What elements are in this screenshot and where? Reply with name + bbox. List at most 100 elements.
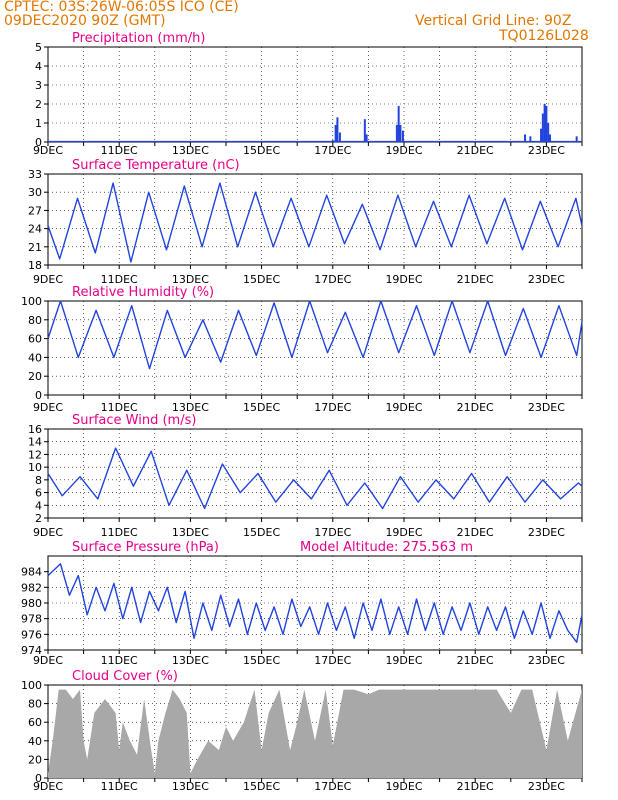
- cloud-ytick-label: 80: [28, 698, 42, 711]
- wind-xtick-label: 9DEC: [33, 526, 63, 539]
- pressure-ytick-label: 976: [21, 628, 42, 641]
- precip-bar: [524, 134, 527, 142]
- temperature-ytick-label: 18: [28, 259, 42, 272]
- humidity-xtick-label: 15DEC: [243, 401, 280, 414]
- wind-xtick-label: 11DEC: [101, 526, 138, 539]
- cloud-cover-area: [48, 689, 582, 778]
- cloud-xtick-label: 17DEC: [314, 780, 351, 793]
- cloud-xtick-label: 21DEC: [457, 780, 494, 793]
- cloud-ytick-label: 100: [21, 679, 42, 692]
- humidity-xtick-label: 17DEC: [314, 401, 351, 414]
- wind-ytick-label: 2: [35, 512, 42, 525]
- precip-bar: [397, 105, 400, 142]
- wind-series-line: [47, 447, 583, 510]
- station-header: CPTEC: 03S:26W-06:05S ICO (CE): [4, 0, 239, 15]
- precipitation-title: Precipitation (mm/h): [72, 31, 205, 46]
- cloud-title: Cloud Cover (%): [72, 669, 178, 684]
- cloud-xtick-label: 23DEC: [528, 780, 565, 793]
- wind-xtick-label: 23DEC: [528, 526, 565, 539]
- precipitation-xtick-label: 23DEC: [528, 144, 565, 157]
- humidity-ytick-label: 100: [21, 295, 42, 308]
- precip-bar: [395, 124, 398, 142]
- precipitation-frame: [47, 46, 583, 143]
- wind-ytick-label: 6: [35, 487, 42, 500]
- humidity-ytick-label: 40: [28, 351, 42, 364]
- precip-bar: [545, 105, 548, 142]
- precipitation-xtick-label: 19DEC: [385, 144, 422, 157]
- temperature-xtick-label: 11DEC: [101, 273, 138, 286]
- cloud-xtick-label: 9DEC: [33, 780, 63, 793]
- temperature-ytick-label: 33: [28, 168, 42, 181]
- cloud-ytick-label: 60: [28, 716, 42, 729]
- humidity-xtick-label: 13DEC: [172, 401, 209, 414]
- wind-ytick-label: 4: [35, 499, 42, 512]
- pressure-xtick-label: 15DEC: [243, 654, 280, 667]
- precip-bar: [365, 134, 368, 142]
- temperature-panel: 18 21 24 27 30 33 9DEC 11DEC 13DEC 15DEC 17DEC 19DE…: [28, 158, 583, 286]
- precip-bar: [548, 134, 551, 142]
- grid-line-header: Vertical Grid Line: 90Z: [415, 13, 572, 29]
- precipitation-xtick-label: 15DEC: [243, 144, 280, 157]
- pressure-xtick-label: 19DEC: [385, 654, 422, 667]
- cloud-ytick-label: 0: [35, 772, 42, 785]
- cloud-xtick-label: 19DEC: [385, 780, 422, 793]
- humidity-ytick-label: 60: [28, 333, 42, 346]
- wind-ytick-label: 16: [28, 423, 42, 436]
- temperature-ytick-label: 27: [28, 204, 42, 217]
- wind-title: Surface Wind (m/s): [72, 413, 196, 428]
- precip-bar: [338, 132, 341, 142]
- temperature-xtick-label: 21DEC: [457, 273, 494, 286]
- wind-xtick-label: 21DEC: [457, 526, 494, 539]
- humidity-xtick-label: 19DEC: [385, 401, 422, 414]
- pressure-xtick-label: 23DEC: [528, 654, 565, 667]
- humidity-series-line: [47, 300, 583, 370]
- precipitation-ytick-label: 3: [35, 79, 42, 92]
- precip-bar: [334, 124, 337, 142]
- pressure-ytick-label: 978: [21, 613, 42, 626]
- precipitation-ytick-label: 4: [35, 60, 42, 73]
- wind-ytick-label: 10: [28, 461, 42, 474]
- precip-bar: [541, 113, 544, 142]
- humidity-panel: 0 20 40 60 80 100 9DEC 11DEC 13DEC 15DEC 17DEC 19DE…: [21, 285, 583, 414]
- wind-xtick-label: 17DEC: [314, 526, 351, 539]
- cloud-panel: 0 20 40 60 80 100 9DEC 11DEC 13DEC 15DEC 17DEC 19DE…: [21, 669, 583, 793]
- precip-bar: [547, 123, 550, 142]
- precipitation-xtick-label: 13DEC: [172, 144, 209, 157]
- pressure-xtick-label: 9DEC: [33, 654, 63, 667]
- humidity-title: Relative Humidity (%): [72, 285, 214, 300]
- precipitation-xtick-label: 21DEC: [457, 144, 494, 157]
- cloud-xtick-label: 11DEC: [101, 780, 138, 793]
- humidity-xtick-label: 21DEC: [457, 401, 494, 414]
- wind-xtick-label: 19DEC: [385, 526, 422, 539]
- temperature-series-line: [47, 182, 583, 263]
- cloud-xtick-label: 15DEC: [243, 780, 280, 793]
- pressure-xtick-label: 21DEC: [457, 654, 494, 667]
- pressure-ytick-label: 980: [21, 597, 42, 610]
- humidity-xtick-label: 9DEC: [33, 401, 63, 414]
- humidity-frame: [47, 300, 583, 396]
- wind-ytick-label: 12: [28, 448, 42, 461]
- humidity-ytick-label: 0: [35, 389, 42, 402]
- precip-bar: [363, 119, 366, 142]
- pressure-series-line: [47, 563, 583, 643]
- precip-bar: [336, 117, 339, 142]
- precipitation-ytick-label: 5: [35, 41, 42, 54]
- cloud-ytick-label: 40: [28, 735, 42, 748]
- precip-bar: [401, 130, 404, 142]
- humidity-ytick-label: 80: [28, 314, 42, 327]
- precipitation-panel: 0 1 2 3 4 5 9DEC 11DEC 13DEC 15DEC 17DEC 19DEC 21DEC…: [33, 31, 583, 157]
- pressure-ytick-label: 984: [21, 566, 42, 579]
- grid-id-header: TQ0126L028: [499, 28, 589, 44]
- precipitation-ytick-label: 1: [35, 117, 42, 130]
- precipitation-xtick-label: 11DEC: [101, 144, 138, 157]
- precipitation-xtick-label: 9DEC: [33, 144, 63, 157]
- precipitation-ytick-label: 2: [35, 98, 42, 111]
- model-altitude-label: Model Altitude: 275.563 m: [300, 540, 473, 555]
- precip-bar: [540, 128, 543, 142]
- pressure-ytick-label: 974: [21, 644, 42, 657]
- precip-bar: [575, 136, 578, 142]
- precip-bar: [543, 104, 546, 142]
